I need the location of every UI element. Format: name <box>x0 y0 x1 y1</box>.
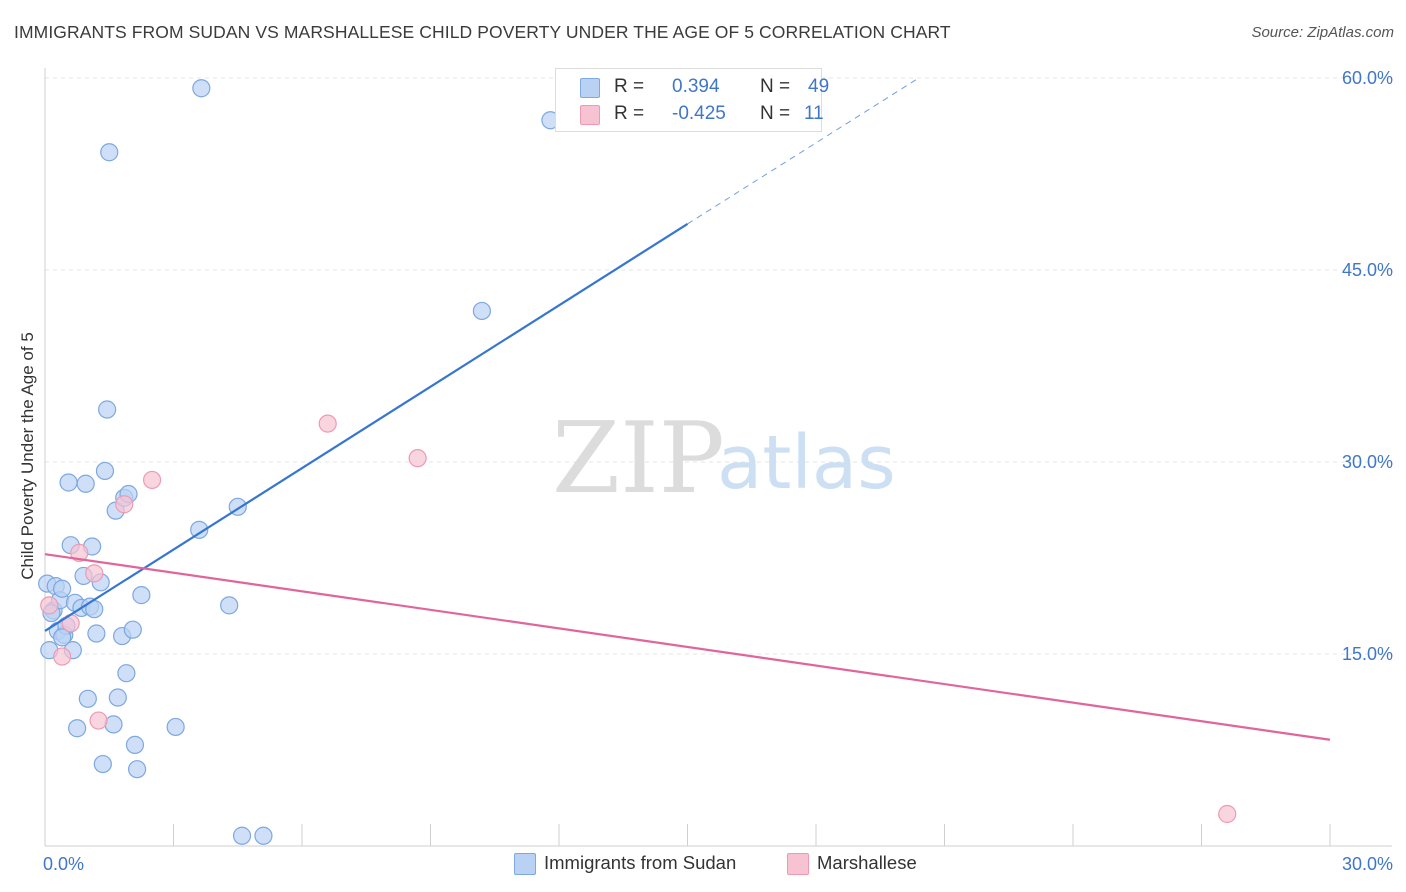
legend-n-value: 11 <box>804 103 824 124</box>
data-point-marshallese <box>89 711 108 730</box>
legend-n-label: N = <box>760 103 796 124</box>
trend-line-sudan <box>44 222 689 632</box>
data-point-sudan <box>472 301 491 321</box>
y-tick-label: 15.0% <box>1342 644 1393 664</box>
data-point-sudan <box>87 624 106 643</box>
data-point-marshallese <box>70 543 89 562</box>
data-point-sudan <box>123 620 142 639</box>
data-point-marshallese <box>53 647 72 666</box>
data-point-sudan <box>192 79 211 98</box>
data-point-marshallese <box>1218 804 1237 824</box>
legend-r-value: -0.425 <box>672 103 726 124</box>
grid-lines <box>45 77 1392 655</box>
data-point-sudan <box>53 579 72 598</box>
data-point-sudan <box>53 628 72 647</box>
data-point-sudan <box>166 717 185 737</box>
data-point-marshallese <box>85 564 104 583</box>
data-point-sudan <box>68 719 87 738</box>
data-point-sudan <box>108 688 127 707</box>
y-axis-label: Child Poverty Under the Age of 5 <box>18 332 37 580</box>
data-point-marshallese <box>142 470 162 490</box>
y-tick-label: 45.0% <box>1342 260 1393 280</box>
data-point-marshallese <box>318 414 337 433</box>
x-tick-label: 30.0% <box>1342 854 1393 874</box>
legend-r-value: 0.394 <box>672 76 720 97</box>
data-point-sudan <box>59 473 78 492</box>
chart-title: IMMIGRANTS FROM SUDAN VS MARSHALLESE CHI… <box>14 22 951 42</box>
data-point-sudan <box>76 474 95 493</box>
x-tick-label: 0.0% <box>43 854 84 874</box>
trend-line-marshallese <box>44 553 1331 741</box>
axes <box>44 68 1392 847</box>
trend-lines <box>44 77 1331 741</box>
data-point-sudan <box>132 586 151 605</box>
watermark-zip: ZIP <box>552 402 725 516</box>
correlation-legend: R = 0.394 N = 49 R = -0.425 N = 11 <box>555 68 829 132</box>
data-point-sudan <box>93 754 112 774</box>
data-point-marshallese <box>408 449 427 468</box>
x-tick-labels: 0.0% 30.0% <box>43 854 1393 874</box>
data-point-sudan <box>127 760 147 779</box>
data-point-sudan <box>98 400 117 419</box>
legend-r-label: R = <box>614 76 650 97</box>
series-sudan-points <box>38 79 560 845</box>
data-point-sudan <box>104 715 123 734</box>
data-point-sudan <box>117 664 136 683</box>
data-point-sudan <box>100 143 119 162</box>
bottom-legend-swatch-marshallese <box>787 853 809 875</box>
data-point-sudan <box>78 689 97 708</box>
bottom-legend-label-sudan: Immigrants from Sudan <box>544 852 737 873</box>
legend-r-label: R = <box>614 103 650 124</box>
series-marshallese-points <box>40 414 1237 824</box>
legend-swatch-marshallese <box>580 105 600 125</box>
y-tick-label: 30.0% <box>1342 452 1393 472</box>
data-point-sudan <box>220 596 239 615</box>
trend-line-sudan-extension <box>687 77 920 225</box>
legend-n-label: N = <box>760 76 796 97</box>
data-point-marshallese <box>40 596 59 615</box>
y-tick-label: 60.0% <box>1342 68 1393 88</box>
legend-n-value: 49 <box>808 76 830 97</box>
data-point-marshallese <box>115 495 134 514</box>
y-tick-labels: 15.0% 30.0% 45.0% 60.0% <box>1342 68 1393 664</box>
watermark-atlas: atlas <box>717 420 896 506</box>
data-point-sudan <box>125 735 145 754</box>
bottom-legend-swatch-sudan <box>514 853 536 875</box>
data-point-sudan <box>254 826 273 845</box>
bottom-legend-label-marshallese: Marshallese <box>817 852 917 873</box>
data-point-sudan <box>190 520 209 539</box>
source-credit: Source: ZipAtlas.com <box>1251 24 1394 41</box>
data-point-sudan <box>232 826 252 845</box>
data-point-sudan <box>95 461 115 481</box>
legend-swatch-sudan <box>580 78 600 98</box>
